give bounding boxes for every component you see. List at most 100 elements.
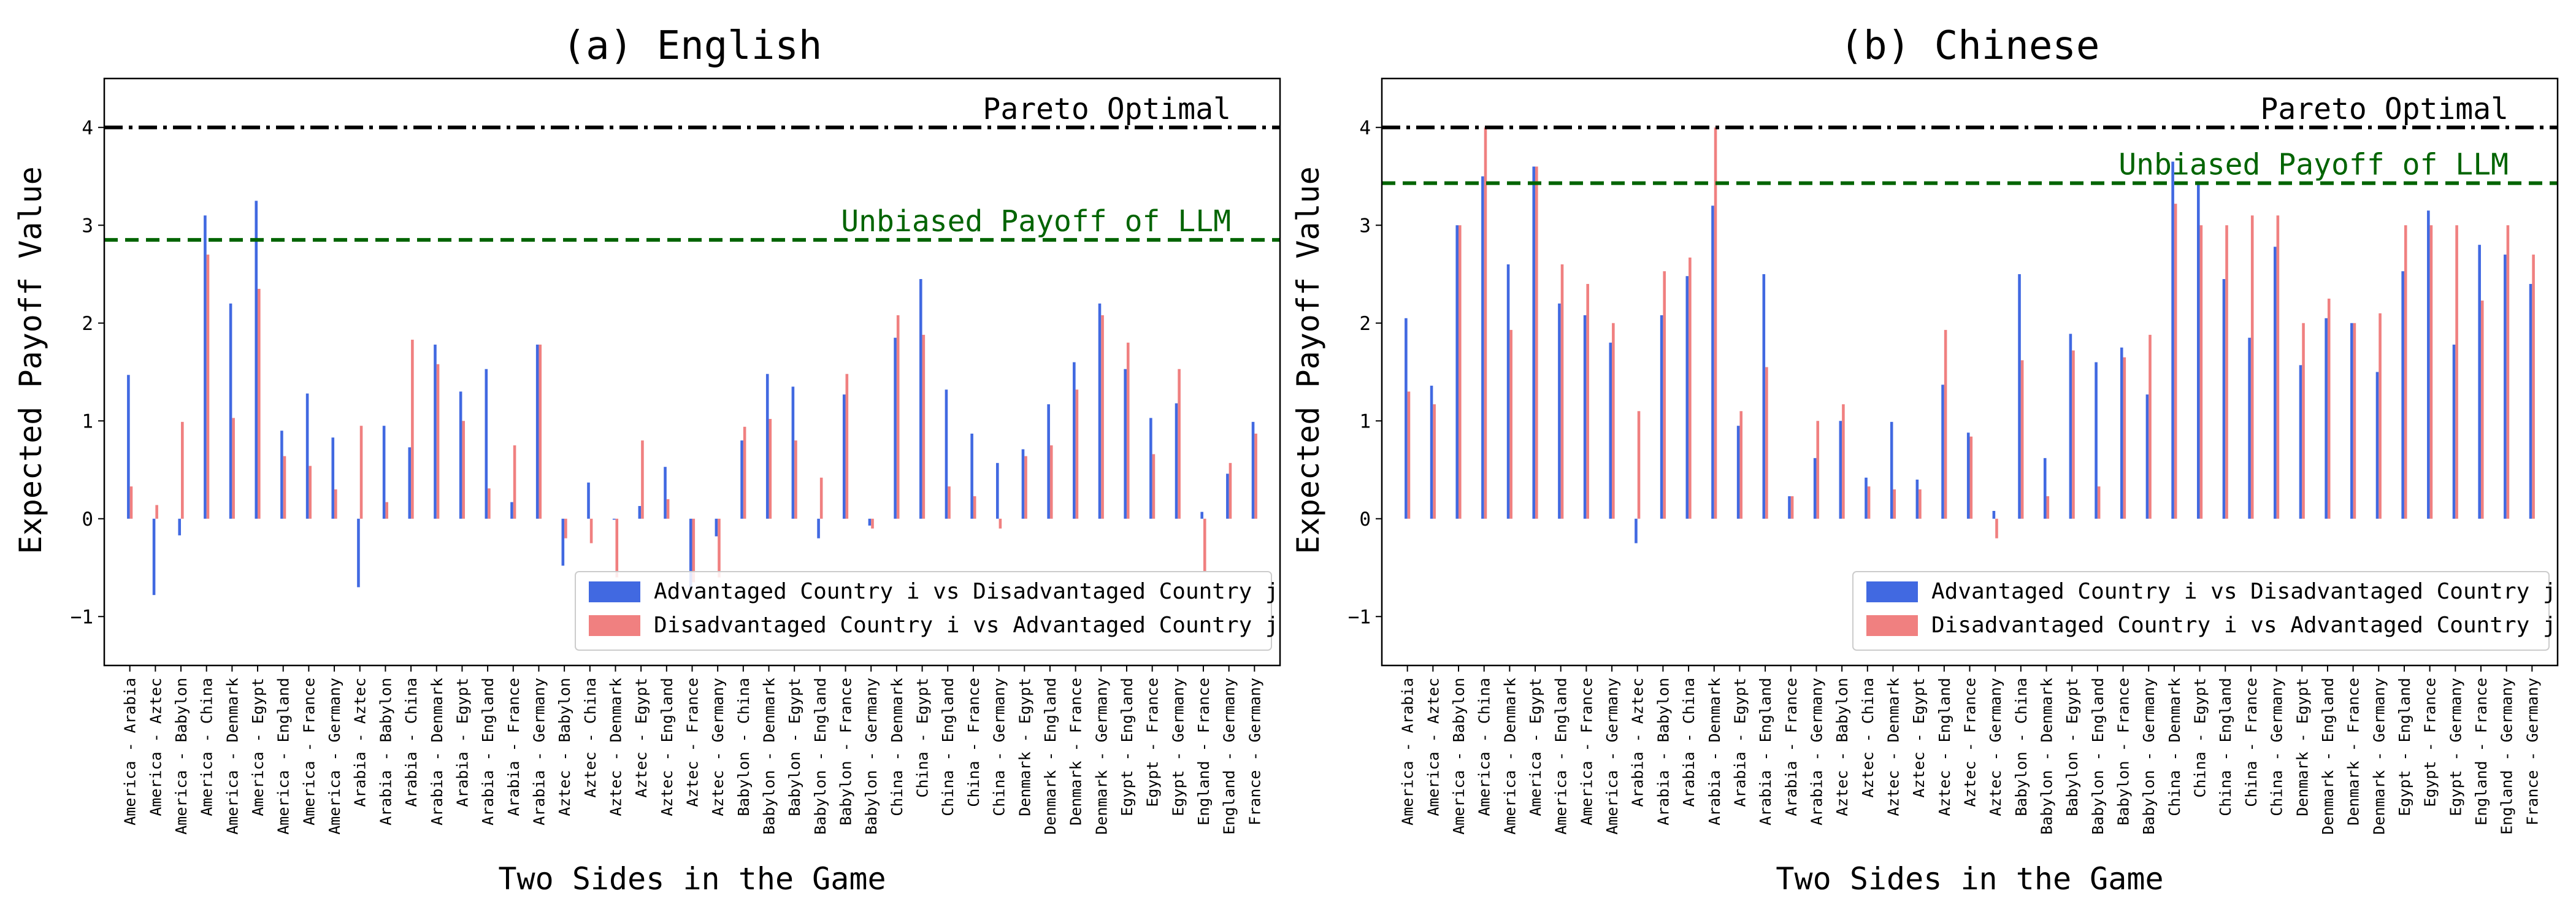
x-tick-label: Arabia - England (479, 678, 497, 826)
x-tick-label: Denmark - Egypt (1016, 678, 1033, 816)
bar-advantaged-arabia-denmark (1711, 205, 1714, 519)
x-tick-label: Arabia - Denmark (1706, 678, 1723, 826)
bar-advantaged-america-england (280, 431, 283, 519)
pareto-optimal-label: Pareto Optimal (2260, 92, 2509, 126)
bar-disadvantaged-china-egypt (2199, 225, 2203, 519)
bar-disadvantaged-egypt-germany (2455, 225, 2458, 519)
bar-advantaged-china-germany (2274, 247, 2277, 519)
bar-advantaged-arabia-babylon (382, 426, 386, 519)
bar-disadvantaged-aztec-france (1969, 436, 1973, 519)
bar-disadvantaged-america-england (1560, 264, 1564, 519)
bar-disadvantaged-aztec-germany (1995, 518, 1998, 539)
bar-advantaged-arabia-england (485, 369, 488, 519)
bar-advantaged-egypt-france (2427, 210, 2430, 519)
bar-advantaged-america-egypt (1532, 166, 1536, 519)
x-tick-label: Aztec - Germany (1987, 678, 2004, 816)
bar-disadvantaged-babylon-denmark (2046, 496, 2050, 519)
bar-disadvantaged-america-england (283, 456, 286, 519)
x-tick-label: Egypt - France (1144, 678, 1162, 807)
bar-advantaged-denmark-germany (1098, 303, 1102, 519)
x-tick-label: Aztec - England (1936, 678, 1953, 816)
x-tick-label: America - France (300, 678, 318, 826)
bar-disadvantaged-arabia-egypt (1739, 411, 1743, 519)
bar-disadvantaged-arabia-denmark (436, 364, 440, 519)
bar-disadvantaged-england-germany (1229, 462, 1232, 519)
x-tick-label: America - Aztec (1424, 678, 1442, 816)
bar-advantaged-arabia-china (408, 447, 412, 519)
bar-disadvantaged-egypt-france (1152, 454, 1156, 519)
x-tick-label: Denmark - Egypt (2293, 678, 2311, 816)
bar-disadvantaged-aztec-germany (718, 518, 721, 578)
x-tick-label: Aztec - Babylon (1833, 678, 1851, 816)
bar-disadvantaged-america-egypt (1535, 166, 1538, 519)
bar-advantaged-babylon-france (2120, 347, 2123, 519)
x-tick-label: China - France (965, 678, 983, 807)
x-tick-label: America - China (1476, 678, 1493, 816)
bar-advantaged-aztec-england (1941, 385, 1944, 519)
bar-disadvantaged-babylon-england (819, 477, 823, 519)
bar-disadvantaged-arabia-denmark (1714, 127, 1717, 519)
bar-advantaged-america-aztec (152, 518, 156, 596)
bar-advantaged-america-germany (331, 437, 335, 519)
x-tick-label: France - Germany (1246, 678, 1263, 826)
chart-title: (a) English (562, 23, 822, 69)
bar-disadvantaged-arabia-england (488, 488, 491, 519)
bar-disadvantaged-egypt-england (1126, 342, 1130, 519)
bar-advantaged-babylon-england (817, 518, 820, 539)
bar-advantaged-england-france (2478, 245, 2481, 519)
bar-disadvantaged-england-germany (2506, 225, 2510, 519)
bar-disadvantaged-aztec-egypt (641, 440, 644, 519)
bar-advantaged-china-france (2248, 337, 2251, 519)
bar-disadvantaged-denmark-france (1075, 389, 1079, 519)
bar-advantaged-china-denmark (894, 337, 897, 519)
x-tick-label: Babylon - France (837, 678, 855, 826)
bar-disadvantaged-america-babylon (181, 421, 184, 519)
bar-advantaged-america-england (1558, 303, 1561, 519)
x-tick-label: China - Egypt (914, 678, 932, 798)
bar-advantaged-aztec-germany (715, 518, 718, 537)
legend-swatch (1866, 581, 1918, 602)
bar-disadvantaged-america-egypt (258, 288, 261, 519)
bar-disadvantaged-china-germany (999, 518, 1002, 529)
x-tick-label: Aztec - China (581, 678, 599, 798)
legend-box (1852, 571, 2550, 651)
x-tick-label: Denmark - France (1067, 678, 1085, 826)
bar-disadvantaged-china-england (948, 486, 951, 519)
y-tick-label: 4 (1359, 117, 1371, 139)
pareto-optimal-label: Pareto Optimal (983, 92, 1231, 126)
bar-advantaged-america-arabia (1405, 318, 1408, 519)
bar-advantaged-china-england (2222, 278, 2226, 519)
bar-disadvantaged-america-arabia (129, 486, 133, 519)
bar-advantaged-egypt-germany (1175, 403, 1178, 519)
x-tick-label: Babylon - Denmark (2038, 678, 2056, 835)
y-tick-label: 3 (82, 215, 93, 237)
legend-label: Disadvantaged Country i vs Advantaged Co… (654, 613, 1279, 638)
bar-disadvantaged-china-france (973, 496, 976, 519)
x-tick-label: Aztec - England (658, 678, 676, 816)
y-tick-label: −1 (1348, 606, 1371, 628)
bar-advantaged-aztec-china (1865, 477, 1868, 519)
x-tick-label: Denmark - Germany (1092, 678, 1110, 835)
x-tick-label: Denmark - England (1041, 678, 1059, 835)
bar-disadvantaged-aztec-denmark (615, 518, 619, 578)
y-tick-label: 2 (82, 313, 93, 335)
bar-advantaged-denmark-egypt (2299, 365, 2302, 519)
x-tick-label: Denmark - Germany (2370, 678, 2388, 835)
bar-advantaged-babylon-denmark (765, 374, 769, 519)
x-tick-label: China - Germany (2268, 678, 2286, 816)
bar-advantaged-arabia-aztec (357, 518, 360, 588)
x-tick-label: Egypt - Germany (1169, 678, 1187, 816)
bar-disadvantaged-arabia-england (1765, 367, 1768, 519)
x-tick-label: Aztec - China (1859, 678, 1877, 798)
bar-disadvantaged-england-france (1203, 518, 1206, 572)
x-tick-label: America - Germany (1603, 678, 1621, 835)
bar-disadvantaged-egypt-england (2404, 225, 2407, 519)
x-tick-label: Egypt - England (1118, 678, 1136, 816)
bar-advantaged-arabia-egypt (459, 391, 462, 519)
x-tick-label: Arabia - China (1680, 678, 1698, 807)
bar-advantaged-aztec-egypt (1915, 479, 1919, 519)
bar-disadvantaged-denmark-egypt (1024, 456, 1027, 519)
bar-advantaged-england-germany (1226, 473, 1229, 519)
bar-disadvantaged-america-germany (334, 489, 337, 519)
